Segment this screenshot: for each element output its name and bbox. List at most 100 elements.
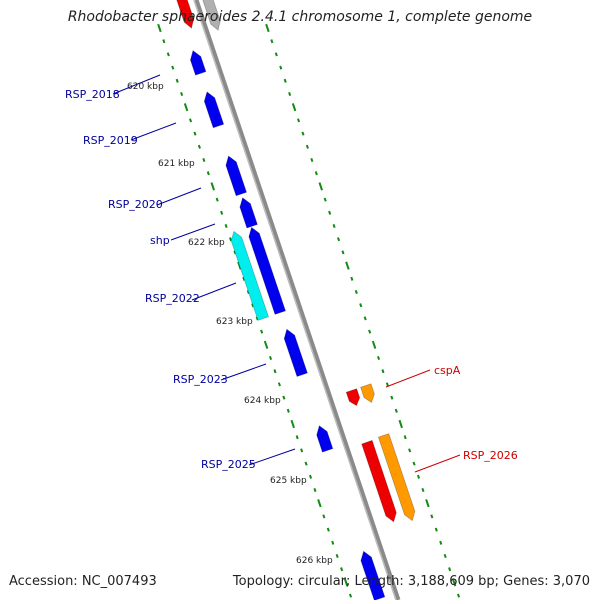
tick-left bbox=[295, 435, 299, 440]
tick-right bbox=[270, 39, 274, 44]
tick-left bbox=[189, 118, 193, 123]
tick-left bbox=[171, 65, 175, 70]
tick-left bbox=[255, 316, 259, 321]
gene-cspa-2[interactable] bbox=[360, 383, 375, 404]
gene-label-rsp-2026[interactable]: RSP_2026 bbox=[463, 449, 518, 462]
tick-right bbox=[318, 182, 323, 191]
leader-rsp-2023 bbox=[220, 363, 267, 381]
labels: 620 kbp 621 kbp 622 kbp 623 kbp 624 kbp … bbox=[65, 82, 518, 566]
tick-left bbox=[220, 210, 224, 215]
gene-rsp-2018[interactable] bbox=[189, 49, 207, 76]
tick-right bbox=[297, 118, 301, 123]
tick-left bbox=[348, 593, 353, 598]
gene-cspa[interactable] bbox=[345, 388, 361, 407]
tick-left bbox=[322, 514, 326, 519]
tick-left bbox=[157, 23, 162, 33]
tick-right bbox=[323, 197, 327, 202]
tick-right bbox=[301, 131, 305, 136]
backbone bbox=[193, 0, 401, 601]
leader-rsp-2022 bbox=[191, 282, 237, 301]
gene-label-rsp-2020[interactable]: RSP_2020 bbox=[108, 198, 163, 211]
tick-marks bbox=[157, 23, 461, 598]
tick-left bbox=[193, 131, 197, 136]
tick-right bbox=[398, 419, 403, 429]
gene-rsp-2025[interactable] bbox=[316, 425, 334, 453]
tick-left bbox=[206, 171, 210, 176]
tick-left bbox=[290, 419, 295, 429]
gene-label-cspa[interactable]: cspA bbox=[434, 364, 461, 377]
tick-right bbox=[332, 223, 336, 229]
leader-rsp-2019 bbox=[130, 122, 177, 141]
tick-right bbox=[354, 289, 358, 295]
leader-rsp-2025 bbox=[248, 448, 296, 466]
tick-right bbox=[265, 23, 270, 33]
gene-label-rsp-2023[interactable]: RSP_2023 bbox=[173, 373, 228, 386]
backbone-line bbox=[193, 0, 401, 601]
tick-left bbox=[229, 237, 233, 242]
tick-right bbox=[434, 527, 438, 532]
gene-rsp-2023[interactable] bbox=[283, 328, 308, 378]
gene-label-shp[interactable]: shp bbox=[150, 234, 170, 247]
tick-right bbox=[341, 250, 345, 255]
tick-left bbox=[269, 355, 273, 361]
gene-rsp-2020[interactable] bbox=[225, 155, 248, 197]
tick-right bbox=[291, 103, 297, 112]
tick-right bbox=[314, 171, 318, 176]
accession-text: Accession: NC_007493 bbox=[9, 574, 157, 589]
tick-left bbox=[215, 197, 219, 202]
gene-rsp-2021[interactable] bbox=[248, 226, 287, 315]
tick-right bbox=[421, 487, 425, 493]
gene-top-red[interactable] bbox=[176, 0, 195, 29]
gene-rsp-2019[interactable] bbox=[203, 91, 225, 129]
scale-label-623: 623 kbp bbox=[216, 317, 253, 327]
tick-right bbox=[385, 382, 389, 387]
scale-label-624: 624 kbp bbox=[244, 396, 281, 406]
tick-left bbox=[246, 289, 250, 295]
tick-right bbox=[425, 499, 430, 508]
gene-features bbox=[176, 0, 416, 601]
tick-left bbox=[233, 250, 237, 255]
tick-right bbox=[451, 578, 457, 587]
tick-left bbox=[237, 261, 242, 270]
gene-label-rsp-2025[interactable]: RSP_2025 bbox=[201, 458, 256, 471]
tick-left bbox=[282, 395, 286, 400]
tick-right bbox=[337, 237, 341, 242]
tick-left bbox=[183, 103, 189, 112]
leader-rsp-2020 bbox=[156, 187, 202, 206]
tick-right bbox=[390, 395, 394, 400]
tick-right bbox=[403, 435, 407, 440]
tick-right bbox=[274, 52, 278, 57]
gene-rsp-2022[interactable] bbox=[230, 230, 270, 321]
tick-right bbox=[394, 408, 398, 413]
tick-left bbox=[300, 448, 304, 453]
tick-left bbox=[331, 540, 335, 545]
tick-right bbox=[305, 144, 309, 149]
leader-shp bbox=[170, 223, 216, 241]
scale-label-626: 626 kbp bbox=[296, 556, 333, 566]
tick-left bbox=[263, 340, 269, 349]
scale-label-622: 622 kbp bbox=[188, 238, 225, 248]
genome-summary-text: Topology: circular; Length: 3,188,609 bp… bbox=[232, 574, 590, 589]
tick-right bbox=[368, 329, 372, 334]
gene-label-rsp-2019[interactable]: RSP_2019 bbox=[83, 134, 138, 147]
gene-rsp-2027[interactable] bbox=[360, 550, 386, 601]
tick-right bbox=[371, 340, 377, 349]
tick-right bbox=[363, 316, 367, 321]
gene-rsp-2026[interactable] bbox=[361, 439, 397, 523]
gene-top-grey[interactable] bbox=[202, 0, 221, 31]
gene-rsp-2026-b[interactable] bbox=[377, 433, 416, 522]
tick-left bbox=[224, 223, 228, 229]
gene-label-rsp-2022[interactable]: RSP_2022 bbox=[145, 292, 200, 305]
gene-label-rsp-2018[interactable]: RSP_2018 bbox=[65, 88, 120, 101]
tick-right bbox=[279, 65, 283, 70]
tick-left bbox=[197, 144, 201, 149]
tick-right bbox=[443, 553, 447, 559]
tick-left bbox=[175, 78, 179, 83]
tick-right bbox=[448, 567, 452, 572]
tick-right bbox=[412, 461, 416, 466]
tick-right bbox=[283, 78, 287, 83]
tick-right bbox=[408, 448, 412, 453]
tick-left bbox=[202, 157, 206, 163]
gene-shp[interactable] bbox=[239, 197, 258, 229]
tick-right bbox=[430, 514, 434, 519]
